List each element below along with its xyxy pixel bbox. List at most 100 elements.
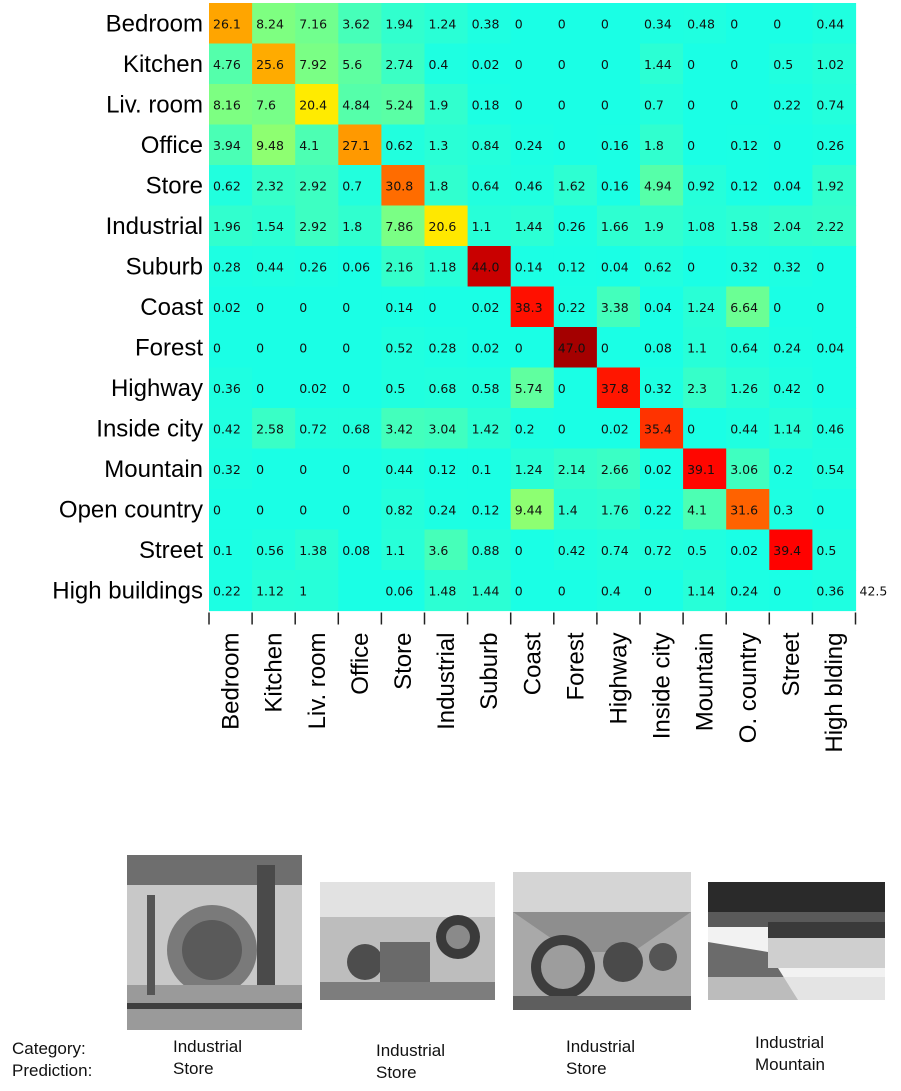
cell-value-label: 0 [558, 16, 566, 31]
cell-value-label: 0 [213, 340, 221, 355]
row-label: High buildings [52, 577, 203, 604]
heatmap-cell [295, 286, 339, 328]
cell-value-label: 0.2 [773, 462, 793, 477]
heatmap-cell [338, 408, 382, 450]
example-prediction: Store [566, 1059, 607, 1078]
heatmap-cell [252, 408, 296, 450]
cell-value-label: 0.2 [515, 421, 535, 436]
cell-value-label: 44.0 [472, 259, 500, 274]
heatmap-cell [812, 43, 857, 85]
heatmap-cell [252, 367, 296, 409]
cell-value-label: 0.22 [773, 97, 801, 112]
example-photo-1 [127, 855, 302, 1030]
row-label: Inside city [96, 415, 203, 442]
column-labels: Bedroom Kitchen Liv. room Office Store Indust… [218, 632, 848, 752]
heatmap-cell [812, 286, 857, 328]
heatmap-cell [424, 529, 469, 571]
heatmap-cell [769, 3, 813, 45]
cell-value-label: 0.38 [472, 16, 500, 31]
column-label: Suburb [476, 633, 503, 710]
heatmap-cell [424, 43, 469, 85]
row-label: Coast [140, 294, 203, 321]
heatmap-cell [295, 43, 339, 85]
heatmap-cell [769, 327, 813, 369]
cell-value-label: 3.04 [429, 421, 457, 436]
heatmap-cell [467, 165, 512, 207]
heatmap-cell [295, 570, 339, 612]
cell-value-label: 0.5 [385, 381, 405, 396]
cell-value-label: 0 [256, 381, 264, 396]
heatmap-cell [209, 246, 253, 288]
heatmap-cell [553, 165, 598, 207]
cell-value-label: 4.76 [213, 57, 241, 72]
heatmap-cell [726, 205, 770, 247]
heatmap-cell [295, 367, 339, 409]
cell-value-label: 20.4 [299, 97, 327, 112]
cell-value-label: 35.4 [644, 421, 672, 436]
cell-value-label: 0.46 [816, 421, 844, 436]
cell-value-label: 1.44 [472, 583, 500, 598]
cell-value-label: 9.48 [256, 138, 284, 153]
heatmap-cell [769, 489, 813, 531]
heatmap-cell [553, 84, 598, 126]
cell-value-label: 0.06 [385, 583, 413, 598]
cell-value-label: 0 [299, 340, 307, 355]
cell-value-label: 0.02 [644, 462, 672, 477]
cell-value-label: 1.54 [256, 219, 284, 234]
heatmap-cell [424, 246, 469, 288]
column-label: Industrial [433, 633, 460, 730]
example-caption-3: Industrial Store [566, 1036, 635, 1080]
cell-value-label: 20.6 [429, 219, 457, 234]
heatmap-cell [683, 124, 727, 166]
heatmap-cell [812, 489, 857, 531]
cell-value-label: 0.62 [213, 178, 241, 193]
example-caption-4: Industrial Mountain [755, 1032, 825, 1076]
cell-value-label: 0 [687, 259, 695, 274]
cell-value-label: 0 [558, 138, 566, 153]
heatmap-cell [596, 246, 641, 288]
cell-value-label: 1.1 [385, 543, 405, 558]
heatmap-cell [510, 165, 555, 207]
cell-value-label: 0.02 [472, 57, 500, 72]
cell-value-label: 2.16 [385, 259, 413, 274]
cell-value-label: 5.24 [385, 97, 413, 112]
cell-value-label: 0 [256, 462, 264, 477]
heatmap-cell [209, 124, 253, 166]
cell-value-label: 38.3 [515, 300, 543, 315]
cell-value-label: 39.4 [773, 543, 801, 558]
heatmap-cell [424, 367, 469, 409]
cell-value-label: 0.3 [773, 502, 793, 517]
heatmap-cell [467, 570, 512, 612]
cell-value-label: 1.24 [687, 300, 715, 315]
cell-value-label: 0.88 [472, 543, 500, 558]
heatmap-cell [683, 448, 727, 490]
heatmap-cell [295, 489, 339, 531]
heatmap-cells: 26.1 8.24 7.16 3.62 1.94 1.24 0.38 0 0 0 0.34 0.48 0… [209, 3, 887, 612]
cell-value-label: 0 [816, 300, 824, 315]
cell-value-label: 0 [429, 300, 437, 315]
cell-value-label: 1.24 [429, 16, 457, 31]
heatmap-cell [295, 124, 339, 166]
cell-value-label: 0.04 [816, 340, 844, 355]
heatmap-cell [467, 124, 512, 166]
cell-value-label: 0 [256, 300, 264, 315]
cell-value-label: 1.44 [515, 219, 543, 234]
heatmap-cell [338, 124, 382, 166]
heatmap-cell [510, 448, 555, 490]
cell-value-label: 1.94 [385, 16, 413, 31]
cell-value-label: 0.14 [515, 259, 543, 274]
example-photo-3 [513, 872, 691, 1010]
heatmap-cell [553, 570, 598, 612]
row-label: Open country [59, 496, 203, 523]
heatmap-cell [769, 529, 813, 571]
cell-value-label: 0.24 [429, 502, 457, 517]
cell-value-label: 2.14 [558, 462, 586, 477]
heatmap-cell [726, 367, 770, 409]
heatmap-cell [510, 124, 555, 166]
cell-value-label: 0 [342, 381, 350, 396]
heatmap-cell [726, 124, 770, 166]
cell-value-label: 1.1 [472, 219, 492, 234]
cell-value-label: 0.62 [644, 259, 672, 274]
cell-value-label: 2.74 [385, 57, 413, 72]
cell-value-label: 0 [256, 502, 264, 517]
